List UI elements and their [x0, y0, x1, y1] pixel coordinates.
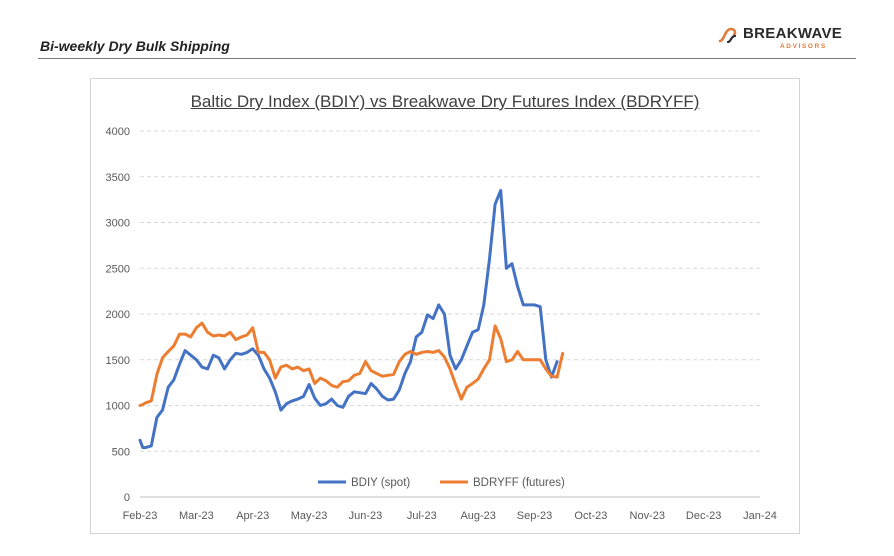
breakwave-logo: BREAKWAVE ADVISORS	[718, 24, 858, 54]
legend-label: BDIY (spot)	[351, 477, 410, 489]
y-tick-label: 3500	[106, 172, 130, 184]
x-tick-label: Jan-24	[743, 510, 777, 522]
x-tick-label: Jun-23	[349, 510, 383, 522]
x-tick-label: Sep-23	[517, 510, 552, 522]
logo-name: BREAKWAVE	[743, 25, 843, 42]
y-tick-label: 0	[124, 492, 130, 504]
header-divider	[38, 58, 856, 59]
y-tick-label: 500	[112, 446, 130, 458]
x-tick-label: Apr-23	[236, 510, 269, 522]
x-tick-label: May-23	[291, 510, 328, 522]
report-title: Bi-weekly Dry Bulk Shipping	[40, 38, 230, 54]
chart-title-text: Baltic Dry Index (BDIY) vs Breakwave Dry…	[190, 92, 700, 111]
x-tick-label: Dec-23	[686, 510, 721, 522]
x-tick-label: Aug-23	[460, 510, 495, 522]
series-line-bdiy	[138, 189, 559, 450]
chart-title: Baltic Dry Index (BDIY) vs Breakwave Dry…	[90, 92, 800, 112]
x-tick-label: Jul-23	[407, 510, 437, 522]
report-header: Bi-weekly Dry Bulk Shipping BREAKWAVE AD…	[0, 0, 894, 64]
breakwave-wave-icon	[718, 27, 737, 44]
y-tick-label: 3000	[106, 218, 130, 230]
logo-subtitle: ADVISORS	[780, 43, 827, 50]
x-tick-label: Feb-23	[123, 510, 158, 522]
legend-label: BDRYFF (futures)	[473, 477, 565, 489]
y-tick-label: 1000	[106, 401, 130, 413]
x-tick-label: Mar-23	[179, 510, 214, 522]
y-tick-label: 1500	[106, 355, 130, 367]
chart-frame	[90, 78, 800, 534]
y-tick-label: 4000	[106, 126, 130, 138]
x-tick-label: Nov-23	[630, 510, 665, 522]
series-line-bdryff	[138, 321, 565, 407]
y-tick-label: 2500	[106, 263, 130, 275]
x-tick-label: Oct-23	[574, 510, 607, 522]
y-tick-label: 2000	[106, 309, 130, 321]
